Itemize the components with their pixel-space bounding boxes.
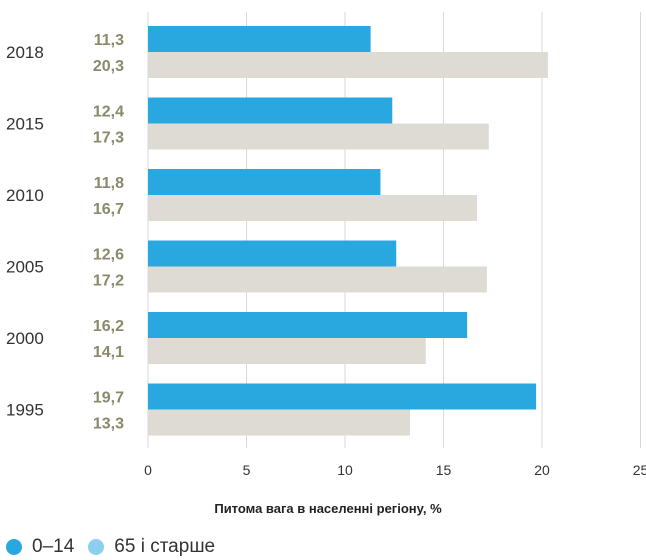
y-tick-label: 2000	[6, 329, 44, 348]
data-label: 14,1	[93, 344, 124, 361]
data-label: 20,3	[93, 58, 124, 75]
legend-item-65-plus: 65 і старше	[88, 536, 215, 558]
bar	[148, 195, 477, 221]
x-tick-label: 25	[633, 462, 646, 478]
bar	[148, 52, 548, 78]
legend: 0–14 65 і старше	[6, 536, 215, 558]
x-axis-title: Питома вага в населенні регіону, %	[214, 501, 442, 516]
data-label: 13,3	[93, 416, 124, 433]
data-label: 17,3	[93, 130, 124, 147]
legend-swatch-65-plus	[88, 539, 105, 555]
bar	[148, 97, 393, 124]
bar	[148, 338, 426, 364]
legend-label-0-14: 0–14	[32, 536, 75, 557]
data-label: 12,4	[93, 104, 124, 121]
bar	[148, 123, 489, 150]
y-tick-label: 2015	[6, 115, 44, 134]
data-label: 16,7	[93, 201, 124, 218]
x-tick-label: 0	[144, 462, 152, 478]
y-tick-label: 2018	[6, 43, 44, 62]
x-tick-label: 5	[243, 462, 251, 478]
legend-item-0-14: 0–14	[6, 536, 74, 558]
x-tick-label: 15	[436, 462, 452, 478]
bar	[148, 383, 537, 410]
data-label: 11,8	[94, 175, 124, 192]
legend-swatch-0-14	[6, 539, 22, 555]
x-tick-label: 10	[337, 462, 353, 478]
legend-label-65-plus: 65 і старше	[114, 536, 216, 557]
y-tick-label: 2005	[6, 258, 44, 277]
y-tick-label: 1995	[6, 401, 44, 420]
y-tick-label: 2010	[6, 186, 44, 205]
data-label: 11,3	[94, 32, 124, 49]
data-label: 17,2	[93, 273, 124, 290]
bar	[148, 312, 468, 338]
bar	[148, 169, 381, 195]
bar	[148, 409, 411, 436]
data-label: 16,2	[93, 318, 124, 335]
x-tick-label: 20	[534, 462, 550, 478]
data-label: 19,7	[93, 390, 124, 407]
data-label: 12,6	[93, 247, 124, 264]
bar	[148, 240, 397, 267]
bar	[148, 26, 371, 52]
bar	[148, 266, 487, 293]
